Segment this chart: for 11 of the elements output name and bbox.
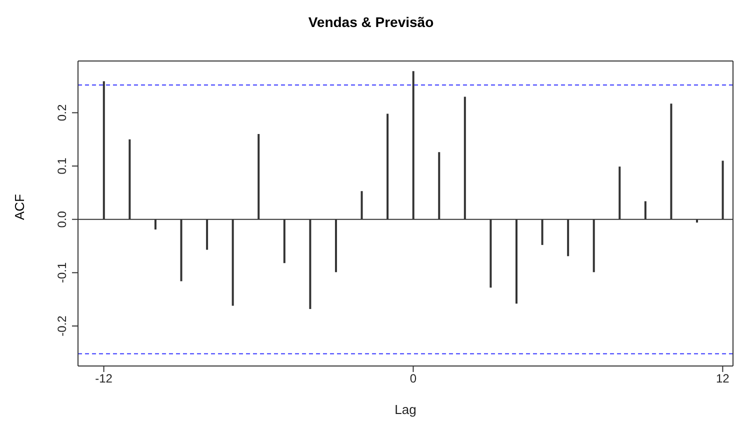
x-tick-label: -12 <box>95 372 113 386</box>
y-tick-label: -0.1 <box>55 262 69 284</box>
y-tick-label: -0.2 <box>55 315 69 336</box>
x-axis-title: Lag <box>394 402 416 417</box>
y-tick-label: 0.0 <box>55 210 69 228</box>
y-axis-title: ACF <box>12 194 27 220</box>
x-tick-label: 0 <box>410 372 417 386</box>
x-tick-label: 12 <box>716 372 730 386</box>
y-tick-label: 0.1 <box>55 157 69 174</box>
chart-title: Vendas & Previsão <box>307 13 435 32</box>
y-tick-label: 0.2 <box>55 104 69 122</box>
